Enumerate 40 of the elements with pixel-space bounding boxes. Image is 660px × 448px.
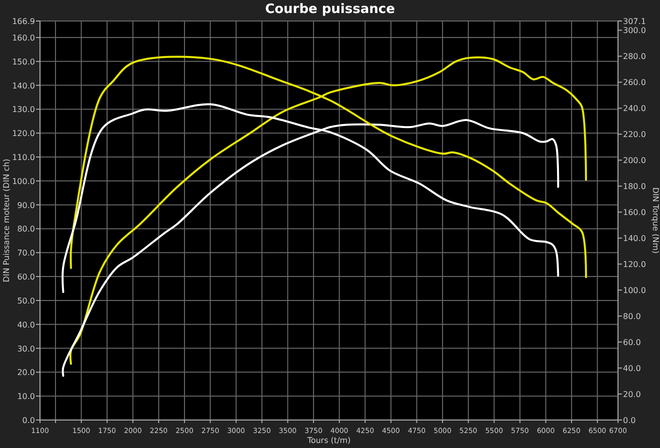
y-tick-label: 130.0 (12, 105, 35, 114)
y-tick-label: 120.0 (12, 129, 35, 138)
y-tick-label: 160.0 (12, 33, 35, 42)
y-tick-label: 80.0 (17, 224, 35, 234)
y-tick-label: 10.0 (17, 392, 35, 402)
y2-tick-label: 120.0 (623, 260, 646, 270)
y-tick-label: 140.0 (12, 81, 35, 90)
y-tick-label: 50.0 (17, 296, 35, 306)
y2-tick-label: 240.0 (623, 104, 646, 114)
y2-tick-label: 20.0 (623, 390, 641, 400)
y-tick-label: 30.0 (17, 344, 35, 354)
y2-tick-label: 160.0 (623, 208, 646, 218)
y2-tick-label: 220.0 (623, 130, 646, 140)
y2-tick-label: 40.0 (623, 364, 641, 374)
y2-tick-label: 100.0 (623, 286, 646, 296)
y2-tick-label: 60.0 (623, 338, 641, 348)
y2-tick-label: 260.0 (623, 78, 646, 88)
y-tick-label: 20.0 (17, 368, 35, 378)
y-tick-label: 70.0 (17, 248, 35, 258)
y2-tick-label: 0.0 (623, 416, 636, 425)
y-tick-label: 166.9 (12, 17, 35, 26)
line-series (69, 56, 588, 365)
y2-tick-label: 200.0 (623, 156, 646, 166)
y2-axis-title: DIN Torque (Nm) (651, 187, 660, 254)
y-axis-title: DIN Puissance moteur (DIN ch) (2, 158, 11, 282)
y2-tick-label: 80.0 (623, 312, 641, 322)
y-tick-label: 0.0 (22, 416, 35, 425)
chart-title: Courbe puissance (265, 2, 396, 17)
y-tick-label: 40.0 (17, 320, 35, 330)
y2-tick-label: 300.0 (623, 26, 646, 36)
y2-tick-label: 280.0 (623, 52, 646, 62)
y2-tick-label: 180.0 (623, 182, 646, 192)
x-axis-title: Tours (t/m) (306, 436, 351, 445)
y-tick-label: 100.0 (12, 176, 35, 186)
y-tick-label: 150.0 (12, 57, 35, 66)
y-tick-label: 110.0 (12, 153, 35, 162)
y2-tick-label: 140.0 (623, 234, 646, 244)
y-tick-label: 60.0 (17, 272, 35, 282)
y-tick-label: 90.0 (17, 200, 35, 210)
y2-tick-label: 307.1 (623, 17, 646, 26)
